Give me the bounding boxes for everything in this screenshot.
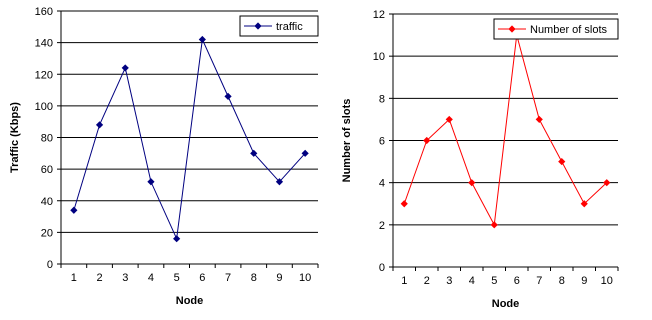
- data-point: [198, 35, 206, 44]
- x-tick-label: 10: [299, 272, 311, 284]
- data-point: [147, 178, 155, 186]
- y-tick-label: 6: [379, 136, 385, 148]
- data-point: [445, 115, 453, 124]
- y-tick-label: 8: [379, 93, 385, 105]
- x-tick-label: 6: [514, 275, 520, 287]
- y-tick-label: 40: [41, 196, 53, 208]
- y-axis-title: Number of slots: [341, 99, 353, 183]
- x-tick-label: 7: [225, 272, 231, 284]
- legend-box: [493, 18, 619, 40]
- y-tick-label: 160: [35, 6, 53, 18]
- y-tick-label: 140: [35, 38, 53, 50]
- x-tick-label: 1: [401, 275, 407, 287]
- data-point: [301, 149, 309, 157]
- x-tick-label: 6: [199, 272, 205, 284]
- x-tick-label: 3: [446, 275, 452, 287]
- legend-label: Number of slots: [530, 24, 608, 36]
- x-tick-label: 9: [276, 272, 282, 284]
- legend-marker: [508, 25, 516, 33]
- y-tick-label: 100: [35, 101, 53, 113]
- x-tick-label: 9: [581, 275, 587, 287]
- data-point: [173, 235, 181, 243]
- y-tick-label: 4: [379, 178, 385, 190]
- data-point: [275, 178, 284, 186]
- legend-marker: [254, 22, 262, 30]
- x-tick-label: 5: [491, 275, 497, 287]
- legend-box: [239, 15, 319, 37]
- legend-label: traffic: [276, 21, 303, 33]
- y-tick-label: 0: [47, 259, 53, 271]
- series-line: [73, 37, 306, 241]
- x-tick-label: 8: [251, 272, 257, 284]
- y-tick-label: 120: [35, 69, 53, 81]
- series-line: [403, 34, 608, 227]
- x-axis-title: Node: [492, 298, 520, 310]
- x-tick-label: 7: [536, 275, 542, 287]
- data-point: [224, 92, 232, 100]
- x-tick-label: 2: [96, 272, 102, 284]
- y-tick-label: 80: [41, 133, 53, 145]
- data-point: [603, 179, 611, 187]
- data-point: [400, 200, 408, 208]
- data-point: [468, 179, 476, 187]
- data-point: [121, 64, 129, 72]
- x-axis-title: Node: [176, 295, 204, 307]
- y-tick-label: 20: [41, 227, 53, 239]
- x-tick-label: 3: [122, 272, 128, 284]
- y-tick-label: 12: [373, 9, 385, 21]
- y-tick-label: 2: [379, 220, 385, 232]
- x-tick-label: 8: [559, 275, 565, 287]
- data-point: [423, 136, 431, 145]
- y-tick-label: 10: [373, 51, 385, 63]
- data-point: [490, 221, 498, 229]
- x-tick-label: 10: [601, 275, 613, 287]
- data-point: [70, 206, 78, 214]
- data-point: [535, 115, 543, 124]
- data-point: [580, 200, 588, 208]
- y-axis-title: Traffic (Kbps): [9, 102, 21, 173]
- chart-1: 0 20 40 60 80 100 120 140 160 1 2 3 4 5 6 7 8 9 10 Node Traf…: [9, 6, 319, 307]
- x-tick-label: 1: [71, 272, 77, 284]
- x-tick-label: 4: [469, 275, 475, 287]
- data-point: [558, 157, 566, 166]
- y-tick-label: 0: [379, 262, 385, 274]
- x-tick-label: 5: [174, 272, 180, 284]
- x-tick-label: 4: [148, 272, 154, 284]
- y-tick-label: 60: [41, 164, 53, 176]
- x-tick-label: 2: [424, 275, 430, 287]
- data-point: [250, 149, 258, 157]
- data-point: [95, 121, 104, 129]
